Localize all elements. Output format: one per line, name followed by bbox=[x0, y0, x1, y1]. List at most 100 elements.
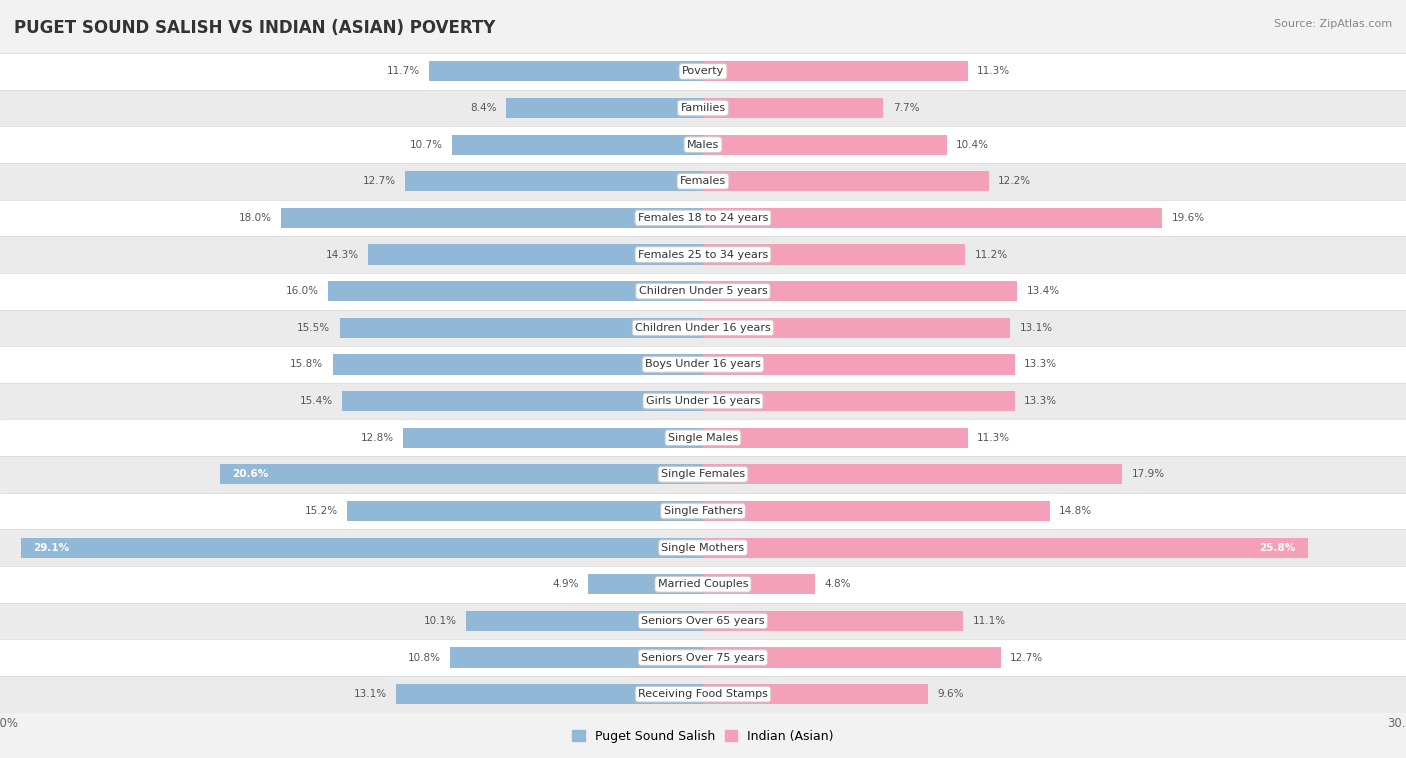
Bar bbox=[703, 171, 988, 191]
Text: Married Couples: Married Couples bbox=[658, 579, 748, 589]
Text: Families: Families bbox=[681, 103, 725, 113]
Bar bbox=[347, 501, 703, 521]
Bar bbox=[0, 309, 1406, 346]
Bar bbox=[703, 428, 967, 448]
Text: 11.7%: 11.7% bbox=[387, 67, 419, 77]
Bar bbox=[0, 163, 1406, 199]
Text: 13.3%: 13.3% bbox=[1024, 359, 1057, 369]
Text: 10.1%: 10.1% bbox=[425, 616, 457, 626]
Text: Boys Under 16 years: Boys Under 16 years bbox=[645, 359, 761, 369]
Text: 25.8%: 25.8% bbox=[1260, 543, 1296, 553]
Bar bbox=[0, 493, 1406, 529]
Bar bbox=[333, 355, 703, 374]
Text: Seniors Over 75 years: Seniors Over 75 years bbox=[641, 653, 765, 662]
Bar bbox=[0, 603, 1406, 639]
Bar bbox=[221, 465, 703, 484]
Text: Males: Males bbox=[688, 139, 718, 149]
Bar bbox=[703, 355, 1015, 374]
Text: 10.7%: 10.7% bbox=[411, 139, 443, 149]
Text: Children Under 16 years: Children Under 16 years bbox=[636, 323, 770, 333]
Bar bbox=[0, 419, 1406, 456]
Text: 19.6%: 19.6% bbox=[1171, 213, 1205, 223]
Text: Females 18 to 24 years: Females 18 to 24 years bbox=[638, 213, 768, 223]
Bar bbox=[506, 98, 703, 118]
Text: 8.4%: 8.4% bbox=[470, 103, 496, 113]
Text: 9.6%: 9.6% bbox=[938, 689, 965, 699]
Text: 12.8%: 12.8% bbox=[360, 433, 394, 443]
Bar bbox=[703, 281, 1017, 301]
Bar bbox=[703, 245, 966, 265]
Bar bbox=[0, 566, 1406, 603]
Bar bbox=[467, 611, 703, 631]
Text: 11.2%: 11.2% bbox=[974, 249, 1008, 259]
Bar bbox=[703, 98, 883, 118]
Text: Seniors Over 65 years: Seniors Over 65 years bbox=[641, 616, 765, 626]
Bar bbox=[0, 456, 1406, 493]
Bar bbox=[0, 639, 1406, 676]
Bar bbox=[340, 318, 703, 338]
Text: 11.3%: 11.3% bbox=[977, 67, 1011, 77]
Text: 10.4%: 10.4% bbox=[956, 139, 988, 149]
Text: Single Fathers: Single Fathers bbox=[664, 506, 742, 516]
Text: PUGET SOUND SALISH VS INDIAN (ASIAN) POVERTY: PUGET SOUND SALISH VS INDIAN (ASIAN) POV… bbox=[14, 19, 495, 37]
Bar bbox=[0, 127, 1406, 163]
Bar bbox=[588, 575, 703, 594]
Text: 13.4%: 13.4% bbox=[1026, 287, 1060, 296]
Bar bbox=[703, 647, 1001, 668]
Text: 4.8%: 4.8% bbox=[825, 579, 852, 589]
Text: 12.2%: 12.2% bbox=[998, 177, 1032, 186]
Bar bbox=[0, 236, 1406, 273]
Bar bbox=[342, 391, 703, 411]
Text: 17.9%: 17.9% bbox=[1132, 469, 1166, 479]
Bar bbox=[703, 501, 1050, 521]
Text: 14.3%: 14.3% bbox=[325, 249, 359, 259]
Text: Receiving Food Stamps: Receiving Food Stamps bbox=[638, 689, 768, 699]
Bar bbox=[21, 537, 703, 558]
Bar bbox=[450, 647, 703, 668]
Text: Source: ZipAtlas.com: Source: ZipAtlas.com bbox=[1274, 19, 1392, 29]
Text: 29.1%: 29.1% bbox=[32, 543, 69, 553]
Bar bbox=[703, 318, 1010, 338]
Text: 15.2%: 15.2% bbox=[304, 506, 337, 516]
Text: 10.8%: 10.8% bbox=[408, 653, 440, 662]
Text: 18.0%: 18.0% bbox=[239, 213, 271, 223]
Bar bbox=[0, 53, 1406, 89]
Text: 7.7%: 7.7% bbox=[893, 103, 920, 113]
Legend: Puget Sound Salish, Indian (Asian): Puget Sound Salish, Indian (Asian) bbox=[567, 725, 839, 748]
Bar bbox=[0, 676, 1406, 713]
Text: 13.1%: 13.1% bbox=[1019, 323, 1053, 333]
Text: 15.8%: 15.8% bbox=[290, 359, 323, 369]
Text: Single Males: Single Males bbox=[668, 433, 738, 443]
Bar bbox=[0, 273, 1406, 309]
Bar bbox=[453, 135, 703, 155]
Bar bbox=[703, 465, 1122, 484]
Text: 12.7%: 12.7% bbox=[363, 177, 396, 186]
Text: 14.8%: 14.8% bbox=[1059, 506, 1092, 516]
Bar bbox=[703, 135, 946, 155]
Bar bbox=[703, 684, 928, 704]
Bar bbox=[0, 529, 1406, 566]
Bar bbox=[404, 428, 703, 448]
Text: 20.6%: 20.6% bbox=[232, 469, 269, 479]
Bar bbox=[0, 199, 1406, 236]
Bar bbox=[0, 346, 1406, 383]
Text: 13.3%: 13.3% bbox=[1024, 396, 1057, 406]
Bar bbox=[703, 208, 1163, 228]
Bar bbox=[368, 245, 703, 265]
Text: Poverty: Poverty bbox=[682, 67, 724, 77]
Bar bbox=[703, 537, 1308, 558]
Text: 4.9%: 4.9% bbox=[553, 579, 579, 589]
Text: Single Females: Single Females bbox=[661, 469, 745, 479]
Bar bbox=[429, 61, 703, 81]
Bar bbox=[281, 208, 703, 228]
Text: 16.0%: 16.0% bbox=[285, 287, 319, 296]
Bar bbox=[703, 575, 815, 594]
Text: Children Under 5 years: Children Under 5 years bbox=[638, 287, 768, 296]
Bar bbox=[703, 611, 963, 631]
Bar bbox=[0, 89, 1406, 127]
Bar bbox=[703, 61, 967, 81]
Bar bbox=[703, 391, 1015, 411]
Text: 12.7%: 12.7% bbox=[1010, 653, 1043, 662]
Bar bbox=[396, 684, 703, 704]
Bar bbox=[405, 171, 703, 191]
